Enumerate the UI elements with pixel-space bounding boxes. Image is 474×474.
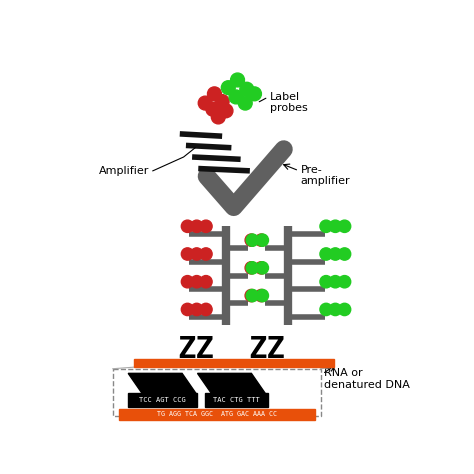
Circle shape — [320, 275, 332, 288]
Circle shape — [320, 303, 332, 316]
Circle shape — [329, 220, 341, 232]
Circle shape — [329, 303, 341, 316]
Circle shape — [211, 110, 225, 124]
Circle shape — [200, 303, 212, 316]
Circle shape — [231, 73, 245, 87]
Bar — [205, 393, 268, 407]
Circle shape — [191, 303, 203, 316]
Text: TG AGG TCA GGC  ATG GAC AAA CC: TG AGG TCA GGC ATG GAC AAA CC — [157, 411, 277, 417]
Bar — [113, 369, 321, 417]
Text: TCC AGT CCG: TCC AGT CCG — [139, 397, 186, 403]
Text: RNA or
denatured DNA: RNA or denatured DNA — [324, 368, 410, 390]
Bar — [119, 409, 315, 419]
Circle shape — [221, 81, 235, 95]
Polygon shape — [128, 374, 196, 393]
Circle shape — [245, 234, 257, 246]
Circle shape — [329, 275, 341, 288]
Text: Label
probes: Label probes — [270, 91, 308, 113]
Text: Pre-
amplifier: Pre- amplifier — [301, 164, 350, 186]
Circle shape — [229, 90, 243, 104]
Circle shape — [338, 275, 351, 288]
Circle shape — [246, 262, 258, 274]
Circle shape — [245, 262, 257, 274]
Circle shape — [191, 220, 203, 232]
Circle shape — [182, 220, 194, 232]
Circle shape — [320, 248, 332, 260]
Circle shape — [200, 248, 212, 260]
Circle shape — [255, 234, 267, 246]
Circle shape — [198, 96, 212, 110]
Text: ZZ: ZZ — [248, 335, 285, 364]
Circle shape — [256, 290, 268, 302]
Circle shape — [182, 303, 194, 316]
Circle shape — [320, 220, 332, 232]
Circle shape — [255, 290, 267, 302]
Circle shape — [238, 96, 252, 110]
Circle shape — [191, 248, 203, 260]
Circle shape — [200, 220, 212, 232]
Circle shape — [182, 275, 194, 288]
Circle shape — [182, 248, 194, 260]
Circle shape — [256, 262, 268, 274]
Circle shape — [246, 290, 258, 302]
Circle shape — [338, 303, 351, 316]
Circle shape — [240, 82, 254, 96]
Text: Amplifier: Amplifier — [99, 166, 149, 176]
Bar — [128, 393, 198, 407]
Circle shape — [338, 220, 351, 232]
Circle shape — [247, 87, 261, 101]
Circle shape — [206, 102, 220, 116]
Circle shape — [338, 248, 351, 260]
Text: TAC CTG TTT: TAC CTG TTT — [213, 397, 260, 403]
Circle shape — [329, 248, 341, 260]
Circle shape — [245, 290, 257, 302]
Circle shape — [246, 234, 258, 246]
Circle shape — [256, 234, 268, 246]
Polygon shape — [198, 374, 265, 393]
Circle shape — [191, 275, 203, 288]
Circle shape — [255, 262, 267, 274]
Circle shape — [208, 87, 221, 101]
Circle shape — [215, 95, 229, 109]
Circle shape — [200, 275, 212, 288]
Bar — [134, 359, 334, 367]
Text: ZZ: ZZ — [177, 335, 214, 364]
Circle shape — [219, 104, 233, 118]
